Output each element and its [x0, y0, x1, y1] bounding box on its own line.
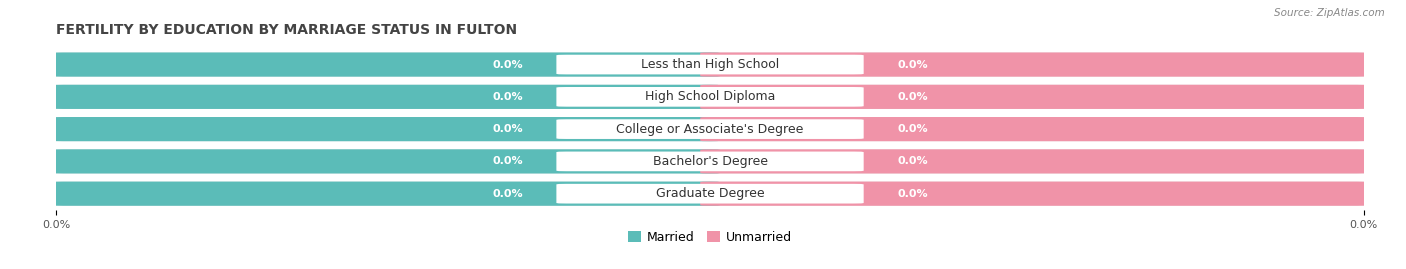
Text: 0.0%: 0.0%	[897, 124, 928, 134]
FancyBboxPatch shape	[53, 182, 1367, 206]
Text: Bachelor's Degree: Bachelor's Degree	[652, 155, 768, 168]
FancyBboxPatch shape	[53, 149, 720, 174]
Text: 0.0%: 0.0%	[492, 156, 523, 167]
FancyBboxPatch shape	[557, 184, 863, 204]
FancyBboxPatch shape	[557, 55, 863, 75]
FancyBboxPatch shape	[700, 85, 1367, 109]
FancyBboxPatch shape	[53, 117, 1367, 141]
FancyBboxPatch shape	[700, 117, 1367, 141]
Text: Source: ZipAtlas.com: Source: ZipAtlas.com	[1274, 8, 1385, 18]
FancyBboxPatch shape	[700, 52, 1367, 77]
Legend: Married, Unmarried: Married, Unmarried	[623, 226, 797, 249]
FancyBboxPatch shape	[557, 87, 863, 107]
Text: 0.0%: 0.0%	[897, 156, 928, 167]
Text: FERTILITY BY EDUCATION BY MARRIAGE STATUS IN FULTON: FERTILITY BY EDUCATION BY MARRIAGE STATU…	[56, 23, 517, 37]
FancyBboxPatch shape	[53, 182, 720, 206]
Text: 0.0%: 0.0%	[492, 189, 523, 199]
FancyBboxPatch shape	[53, 149, 1367, 174]
Text: 0.0%: 0.0%	[897, 189, 928, 199]
Text: Graduate Degree: Graduate Degree	[655, 187, 765, 200]
FancyBboxPatch shape	[700, 182, 1367, 206]
FancyBboxPatch shape	[53, 85, 720, 109]
Text: 0.0%: 0.0%	[897, 92, 928, 102]
FancyBboxPatch shape	[700, 149, 1367, 174]
Text: 0.0%: 0.0%	[492, 92, 523, 102]
FancyBboxPatch shape	[53, 85, 1367, 109]
FancyBboxPatch shape	[557, 119, 863, 139]
Text: 0.0%: 0.0%	[897, 59, 928, 70]
FancyBboxPatch shape	[53, 52, 1367, 77]
Text: 0.0%: 0.0%	[492, 59, 523, 70]
Text: High School Diploma: High School Diploma	[645, 90, 775, 103]
FancyBboxPatch shape	[557, 151, 863, 171]
Text: College or Associate's Degree: College or Associate's Degree	[616, 123, 804, 136]
FancyBboxPatch shape	[53, 117, 720, 141]
Text: 0.0%: 0.0%	[492, 124, 523, 134]
FancyBboxPatch shape	[53, 52, 720, 77]
Text: Less than High School: Less than High School	[641, 58, 779, 71]
